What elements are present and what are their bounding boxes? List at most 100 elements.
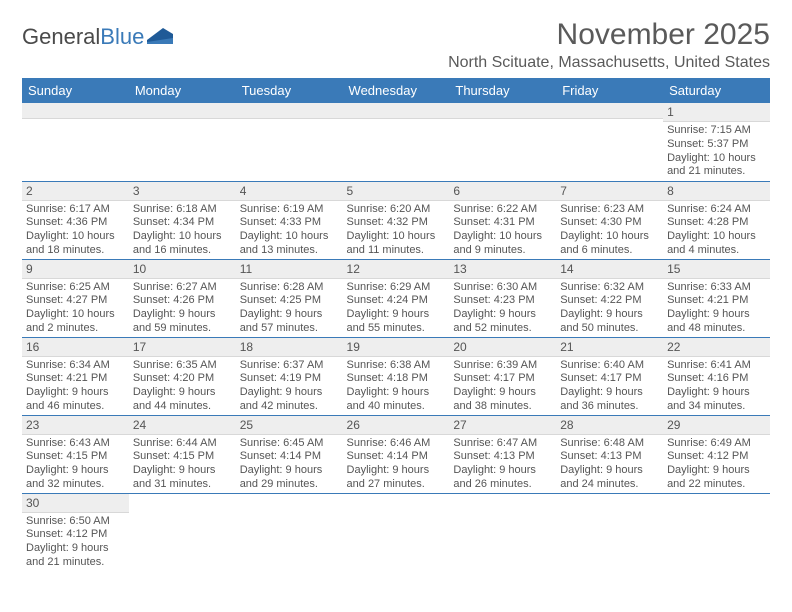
calendar-day: 5Sunrise: 6:20 AMSunset: 4:32 PMDaylight…	[343, 181, 450, 259]
calendar-day-empty	[449, 103, 556, 181]
sunset-text: Sunset: 4:36 PM	[26, 216, 125, 230]
sunset-text: Sunset: 4:33 PM	[240, 216, 339, 230]
sunset-text: Sunset: 4:12 PM	[667, 450, 766, 464]
daylight-text: Daylight: 9 hours	[667, 464, 766, 478]
daylight-text-2: and 2 minutes.	[26, 322, 125, 336]
daylight-text: Daylight: 10 hours	[667, 230, 766, 244]
calendar-day: 29Sunrise: 6:49 AMSunset: 4:12 PMDayligh…	[663, 415, 770, 493]
calendar-day: 15Sunrise: 6:33 AMSunset: 4:21 PMDayligh…	[663, 259, 770, 337]
sunset-text: Sunset: 4:24 PM	[347, 294, 446, 308]
calendar-day-empty	[129, 103, 236, 181]
weekday-header-row: SundayMondayTuesdayWednesdayThursdayFrid…	[22, 78, 770, 103]
title-block: November 2025 North Scituate, Massachuse…	[448, 18, 770, 72]
daylight-text-2: and 50 minutes.	[560, 322, 659, 336]
sunset-text: Sunset: 4:28 PM	[667, 216, 766, 230]
weekday-header: Sunday	[22, 78, 129, 103]
calendar-day: 3Sunrise: 6:18 AMSunset: 4:34 PMDaylight…	[129, 181, 236, 259]
sunrise-text: Sunrise: 6:43 AM	[26, 437, 125, 451]
daylight-text: Daylight: 9 hours	[667, 386, 766, 400]
calendar-day: 6Sunrise: 6:22 AMSunset: 4:31 PMDaylight…	[449, 181, 556, 259]
calendar-day-empty	[236, 103, 343, 181]
day-number: 14	[556, 260, 663, 279]
sunset-text: Sunset: 4:22 PM	[560, 294, 659, 308]
calendar-day: 8Sunrise: 6:24 AMSunset: 4:28 PMDaylight…	[663, 181, 770, 259]
sunrise-text: Sunrise: 6:33 AM	[667, 281, 766, 295]
day-number	[556, 494, 663, 510]
calendar-day-empty	[22, 103, 129, 181]
brand-name: GeneralBlue	[22, 24, 144, 50]
calendar-day: 1Sunrise: 7:15 AMSunset: 5:37 PMDaylight…	[663, 103, 770, 181]
sunset-text: Sunset: 4:31 PM	[453, 216, 552, 230]
sunrise-text: Sunrise: 6:37 AM	[240, 359, 339, 373]
day-number	[129, 103, 236, 119]
day-number: 10	[129, 260, 236, 279]
daylight-text-2: and 59 minutes.	[133, 322, 232, 336]
sunset-text: Sunset: 4:30 PM	[560, 216, 659, 230]
day-details: Sunrise: 6:48 AMSunset: 4:13 PMDaylight:…	[556, 435, 663, 492]
weekday-header: Wednesday	[343, 78, 450, 103]
sunrise-text: Sunrise: 6:47 AM	[453, 437, 552, 451]
calendar-day: 7Sunrise: 6:23 AMSunset: 4:30 PMDaylight…	[556, 181, 663, 259]
calendar-day: 27Sunrise: 6:47 AMSunset: 4:13 PMDayligh…	[449, 415, 556, 493]
daylight-text-2: and 22 minutes.	[667, 478, 766, 492]
sunset-text: Sunset: 4:17 PM	[560, 372, 659, 386]
calendar-day: 28Sunrise: 6:48 AMSunset: 4:13 PMDayligh…	[556, 415, 663, 493]
calendar-day: 12Sunrise: 6:29 AMSunset: 4:24 PMDayligh…	[343, 259, 450, 337]
daylight-text: Daylight: 9 hours	[347, 308, 446, 322]
day-details: Sunrise: 6:22 AMSunset: 4:31 PMDaylight:…	[449, 201, 556, 258]
sunrise-text: Sunrise: 6:39 AM	[453, 359, 552, 373]
calendar-day-empty	[343, 103, 450, 181]
day-details: Sunrise: 6:47 AMSunset: 4:13 PMDaylight:…	[449, 435, 556, 492]
day-number	[22, 103, 129, 119]
daylight-text-2: and 57 minutes.	[240, 322, 339, 336]
daylight-text-2: and 26 minutes.	[453, 478, 552, 492]
calendar-day-empty	[556, 493, 663, 571]
day-details: Sunrise: 6:50 AMSunset: 4:12 PMDaylight:…	[22, 513, 129, 570]
calendar-day: 16Sunrise: 6:34 AMSunset: 4:21 PMDayligh…	[22, 337, 129, 415]
day-number: 7	[556, 182, 663, 201]
sunset-text: Sunset: 4:27 PM	[26, 294, 125, 308]
day-number: 18	[236, 338, 343, 357]
day-details: Sunrise: 6:43 AMSunset: 4:15 PMDaylight:…	[22, 435, 129, 492]
daylight-text-2: and 42 minutes.	[240, 400, 339, 414]
sunset-text: Sunset: 4:19 PM	[240, 372, 339, 386]
daylight-text-2: and 46 minutes.	[26, 400, 125, 414]
calendar-table: SundayMondayTuesdayWednesdayThursdayFrid…	[22, 78, 770, 571]
day-number: 23	[22, 416, 129, 435]
sunset-text: Sunset: 4:18 PM	[347, 372, 446, 386]
day-number: 29	[663, 416, 770, 435]
daylight-text-2: and 27 minutes.	[347, 478, 446, 492]
sunrise-text: Sunrise: 6:29 AM	[347, 281, 446, 295]
daylight-text: Daylight: 9 hours	[667, 308, 766, 322]
calendar-day: 30Sunrise: 6:50 AMSunset: 4:12 PMDayligh…	[22, 493, 129, 571]
daylight-text-2: and 36 minutes.	[560, 400, 659, 414]
day-number	[449, 494, 556, 510]
sunset-text: Sunset: 4:15 PM	[26, 450, 125, 464]
day-number: 5	[343, 182, 450, 201]
daylight-text-2: and 13 minutes.	[240, 244, 339, 258]
calendar-day: 11Sunrise: 6:28 AMSunset: 4:25 PMDayligh…	[236, 259, 343, 337]
day-details: Sunrise: 6:37 AMSunset: 4:19 PMDaylight:…	[236, 357, 343, 414]
sunrise-text: Sunrise: 6:48 AM	[560, 437, 659, 451]
daylight-text: Daylight: 10 hours	[240, 230, 339, 244]
sunrise-text: Sunrise: 6:20 AM	[347, 203, 446, 217]
sunrise-text: Sunrise: 6:19 AM	[240, 203, 339, 217]
day-number: 22	[663, 338, 770, 357]
daylight-text-2: and 9 minutes.	[453, 244, 552, 258]
sunrise-text: Sunrise: 6:28 AM	[240, 281, 339, 295]
day-details: Sunrise: 6:18 AMSunset: 4:34 PMDaylight:…	[129, 201, 236, 258]
sunrise-text: Sunrise: 6:18 AM	[133, 203, 232, 217]
day-number: 8	[663, 182, 770, 201]
daylight-text-2: and 44 minutes.	[133, 400, 232, 414]
day-number: 27	[449, 416, 556, 435]
day-number: 19	[343, 338, 450, 357]
brand-name-b: Blue	[100, 24, 144, 49]
daylight-text: Daylight: 9 hours	[453, 386, 552, 400]
sunrise-text: Sunrise: 6:46 AM	[347, 437, 446, 451]
calendar-day: 23Sunrise: 6:43 AMSunset: 4:15 PMDayligh…	[22, 415, 129, 493]
day-details: Sunrise: 6:49 AMSunset: 4:12 PMDaylight:…	[663, 435, 770, 492]
sunset-text: Sunset: 4:25 PM	[240, 294, 339, 308]
day-details: Sunrise: 6:39 AMSunset: 4:17 PMDaylight:…	[449, 357, 556, 414]
daylight-text-2: and 11 minutes.	[347, 244, 446, 258]
calendar-day: 25Sunrise: 6:45 AMSunset: 4:14 PMDayligh…	[236, 415, 343, 493]
